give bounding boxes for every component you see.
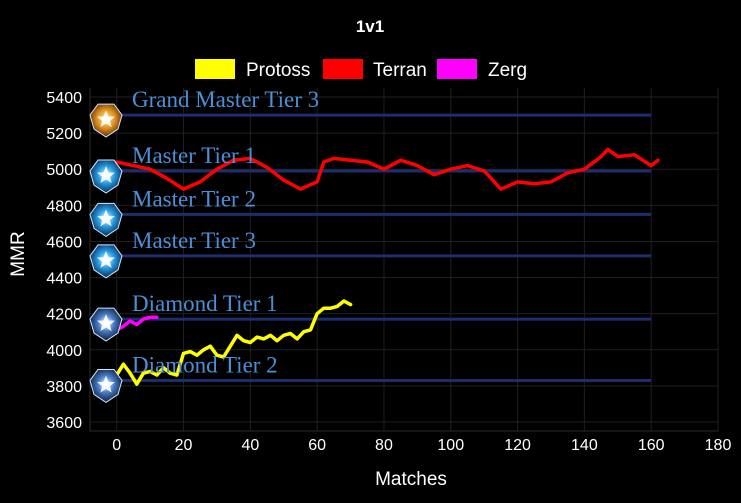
badge-star xyxy=(97,250,115,268)
legend-swatch-protoss xyxy=(195,59,235,79)
series-layer xyxy=(114,147,660,386)
y-tick-label: 4600 xyxy=(46,234,82,251)
legend-label-protoss: Protoss xyxy=(246,60,310,81)
x-tick-label: 20 xyxy=(175,437,193,454)
y-tick-label: 5000 xyxy=(46,162,82,179)
tier-label: Diamond Tier 2 xyxy=(132,352,278,377)
tier-label: Master Tier 2 xyxy=(132,186,256,211)
x-axis-title: Matches xyxy=(375,469,447,490)
league-badge-icon xyxy=(89,103,123,138)
x-tick-label: 40 xyxy=(241,437,259,454)
y-tick-label: 4000 xyxy=(46,343,82,360)
x-tick-label: 100 xyxy=(437,437,464,454)
legend-label-zerg: Zerg xyxy=(488,60,527,81)
legend: Protoss Terran Zerg xyxy=(195,59,527,81)
badge-star xyxy=(97,166,115,184)
ticks: 0 20 40 60 80 100 120 140 160 180 3600 3800 4000 4200… xyxy=(46,90,731,454)
y-tick-label: 3600 xyxy=(46,415,82,432)
series-line-protoss xyxy=(114,299,353,386)
y-tick-label: 5200 xyxy=(46,126,82,143)
x-tick-label: 160 xyxy=(638,437,665,454)
series-line-zerg xyxy=(114,315,159,332)
league-badge-icon xyxy=(89,202,123,237)
tier-label: Master Tier 1 xyxy=(132,143,256,168)
badge-star xyxy=(97,209,115,227)
chart-title: 1v1 xyxy=(356,17,384,36)
badge-star xyxy=(97,314,115,332)
y-axis-title: MMR xyxy=(8,231,29,276)
x-tick-label: 140 xyxy=(571,437,598,454)
legend-swatch-zerg xyxy=(437,59,477,79)
tier-labels: Grand Master Tier 3 Master Tier 1 Master T… xyxy=(89,87,319,404)
y-tick-label: 5400 xyxy=(46,90,82,107)
y-tick-label: 4200 xyxy=(46,307,82,324)
legend-label-terran: Terran xyxy=(373,60,427,81)
tier-label: Grand Master Tier 3 xyxy=(132,87,319,112)
tier-label: Diamond Tier 1 xyxy=(132,291,278,316)
legend-swatch-terran xyxy=(323,59,363,79)
x-tick-label: 0 xyxy=(112,437,121,454)
series-line-terran xyxy=(114,147,660,191)
x-tick-label: 120 xyxy=(504,437,531,454)
y-tick-label: 3800 xyxy=(46,379,82,396)
league-badge-icon xyxy=(89,307,123,342)
league-badge-icon xyxy=(89,368,123,404)
badge-star xyxy=(97,110,115,128)
y-tick-label: 4800 xyxy=(46,198,82,215)
x-tick-label: 180 xyxy=(705,437,732,454)
tier-lines xyxy=(116,113,652,382)
grid xyxy=(89,88,719,432)
tier-label: Master Tier 3 xyxy=(132,228,256,253)
badge-star xyxy=(97,375,115,393)
x-tick-label: 60 xyxy=(308,437,326,454)
y-tick-label: 4400 xyxy=(46,271,82,288)
league-badge-icon xyxy=(89,244,123,279)
league-badge-icon xyxy=(89,159,123,194)
x-tick-label: 80 xyxy=(375,437,393,454)
